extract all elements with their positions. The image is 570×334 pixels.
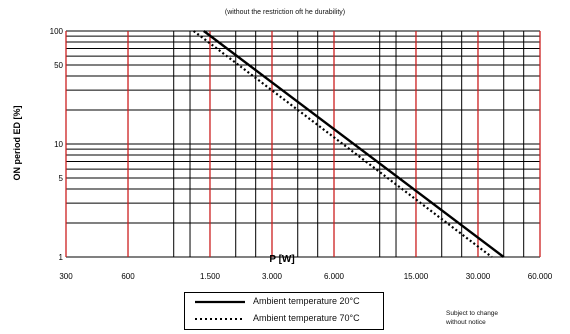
y-axis-label: ON period ED [%] bbox=[12, 105, 22, 180]
series-line-70c bbox=[193, 30, 493, 258]
x-tick-label: 30.000 bbox=[466, 272, 491, 281]
legend: Ambient temperature 20°C Ambient tempera… bbox=[184, 292, 384, 330]
x-axis-label: P [W] bbox=[269, 254, 294, 265]
series-layer bbox=[193, 30, 505, 258]
chart-subtitle: (without the restriction oft he durabili… bbox=[224, 9, 346, 16]
legend-dotted-line-swatch bbox=[195, 318, 245, 320]
y-tick-label: 50 bbox=[54, 61, 63, 70]
x-tick-label: 6.000 bbox=[324, 272, 345, 281]
note-line: without notice bbox=[446, 319, 486, 326]
note-line: Subject to change bbox=[446, 310, 499, 317]
x-tick-label: 60.000 bbox=[528, 272, 553, 281]
legend-label: Ambient temperature 70°C bbox=[253, 313, 360, 323]
tick-labels: 300 600 1.500 3.000 6.000 15.000 30.000 60.000 1… bbox=[50, 27, 553, 281]
y-tick-label: 5 bbox=[59, 174, 64, 183]
legend-solid-line-swatch bbox=[195, 300, 245, 304]
y-tick-label: 100 bbox=[50, 27, 64, 36]
y-tick-label: 1 bbox=[59, 253, 64, 262]
legend-entry-70c: Ambient temperature 70°C bbox=[185, 312, 383, 326]
legend-entry-20c: Ambient temperature 20°C bbox=[185, 295, 383, 309]
x-tick-label: 300 bbox=[59, 272, 73, 281]
x-tick-label: 1.500 bbox=[200, 272, 221, 281]
x-tick-label: 15.000 bbox=[404, 272, 429, 281]
series-line-20c bbox=[203, 30, 505, 258]
grid bbox=[65, 30, 541, 258]
y-tick-label: 10 bbox=[54, 140, 63, 149]
legend-label: Ambient temperature 20°C bbox=[253, 296, 360, 306]
x-tick-label: 3.000 bbox=[262, 272, 283, 281]
disclaimer-note: Subject to change without notice bbox=[446, 309, 498, 327]
x-tick-label: 600 bbox=[121, 272, 135, 281]
